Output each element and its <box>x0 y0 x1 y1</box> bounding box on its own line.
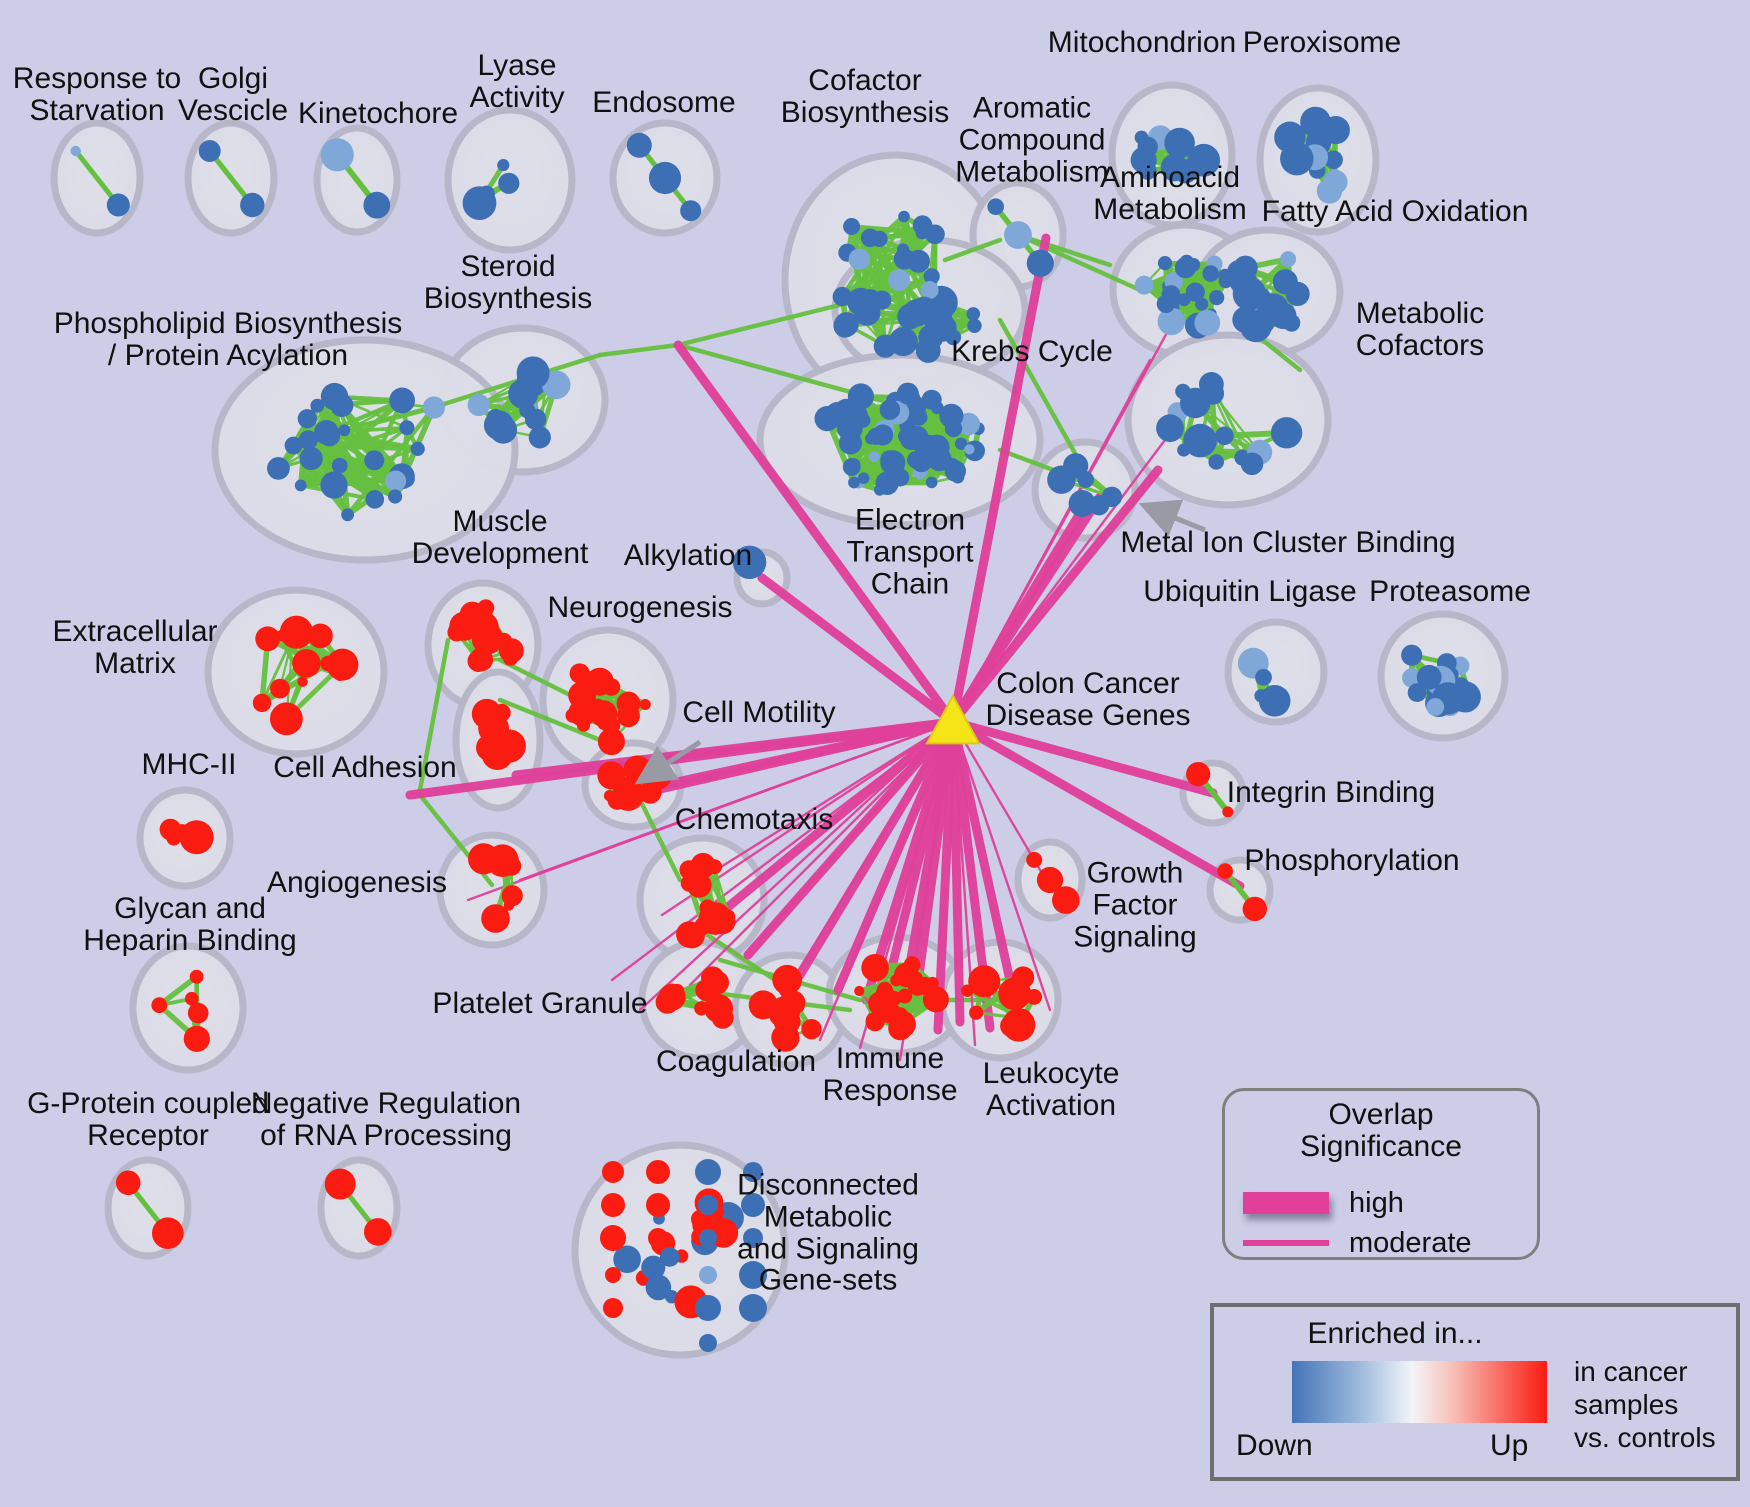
enrichment-side-note: in cancer samples vs. controls <box>1574 1356 1716 1454</box>
enrichment-low-label: Down <box>1236 1429 1313 1462</box>
hub-node[interactable] <box>925 693 981 745</box>
enrichment-title: Enriched in... <box>1307 1317 1483 1350</box>
legend-swatch-high <box>1243 1192 1329 1214</box>
legend-row-moderate: moderate <box>1243 1223 1533 1263</box>
enrichment-colorbar <box>1292 1361 1547 1423</box>
disconnected-nodes <box>600 1159 767 1352</box>
legend-swatch-moderate <box>1243 1240 1329 1246</box>
callout-arrows <box>634 499 1206 785</box>
enrichment-legend: Enriched in... Down Up in cancer samples v… <box>1210 1303 1740 1481</box>
overlap-significance-title: Overlap Significance <box>1300 1098 1462 1164</box>
legend-label-moderate: moderate <box>1349 1226 1472 1259</box>
gene-set-nodes <box>70 106 1481 1319</box>
legend-row-high: high <box>1243 1183 1533 1223</box>
overlap-significance-legend: Overlap Significance high moderate <box>1222 1088 1540 1260</box>
legend-label-high: high <box>1349 1186 1404 1219</box>
enrichment-high-label: Up <box>1490 1429 1529 1462</box>
